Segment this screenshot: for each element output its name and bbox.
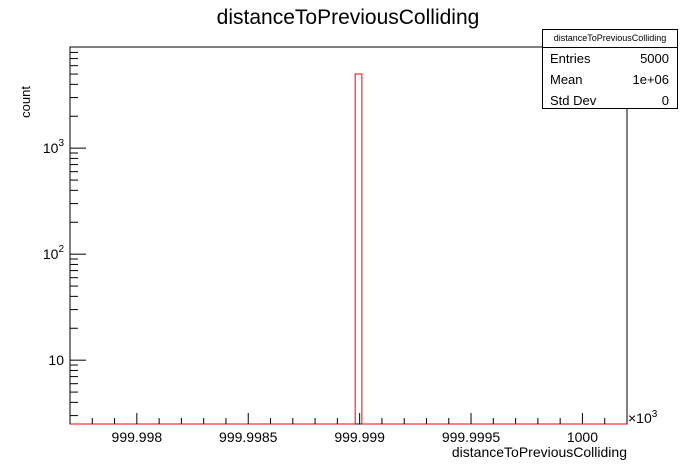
x-tick-label: 999.9995 bbox=[442, 429, 501, 445]
y-tick-label: 103 bbox=[43, 138, 65, 156]
stats-row-mean: Mean 1e+06 bbox=[543, 69, 677, 90]
x-tick-label: 999.9985 bbox=[219, 429, 278, 445]
y-tick-exponent: 3 bbox=[58, 138, 64, 149]
stats-value: 5000 bbox=[640, 51, 669, 66]
y-tick-label: 102 bbox=[43, 244, 65, 262]
y-tick-label: 10 bbox=[48, 352, 64, 368]
histogram-bins bbox=[70, 73, 627, 425]
x-tick-label: 999.999 bbox=[334, 429, 385, 445]
x-exponent-base: ×10 bbox=[628, 410, 652, 426]
x-axis: 999.998 999.9985 999.999 999.9995 1000 bbox=[69, 413, 628, 445]
stats-row-entries: Entries 5000 bbox=[543, 48, 677, 69]
stats-box: distanceToPreviousColliding Entries 5000… bbox=[542, 29, 678, 109]
chart-title: distanceToPreviousColliding bbox=[217, 6, 480, 29]
x-tick-label: 1000 bbox=[567, 429, 598, 445]
y-tick-base: 10 bbox=[43, 140, 59, 156]
x-axis-label: distanceToPreviousColliding bbox=[452, 444, 627, 460]
x-exponent-label: ×103 bbox=[628, 409, 658, 426]
stats-title: distanceToPreviousColliding bbox=[543, 30, 677, 48]
y-tick-base: 10 bbox=[43, 246, 59, 262]
x-exponent-power: 3 bbox=[652, 409, 658, 420]
y-tick-base: 10 bbox=[48, 352, 64, 368]
stats-key: Mean bbox=[550, 72, 583, 87]
stats-value: 0 bbox=[661, 93, 669, 108]
stats-row-stddev: Std Dev 0 bbox=[543, 90, 677, 111]
y-axis-label: count bbox=[18, 86, 33, 118]
stats-value: 1e+06 bbox=[632, 72, 669, 87]
stats-key: Entries bbox=[550, 51, 591, 66]
x-tick-label: 999.998 bbox=[112, 429, 163, 445]
histogram-bin bbox=[70, 73, 627, 425]
stats-key: Std Dev bbox=[550, 93, 597, 108]
y-tick-exponent: 2 bbox=[58, 244, 64, 255]
